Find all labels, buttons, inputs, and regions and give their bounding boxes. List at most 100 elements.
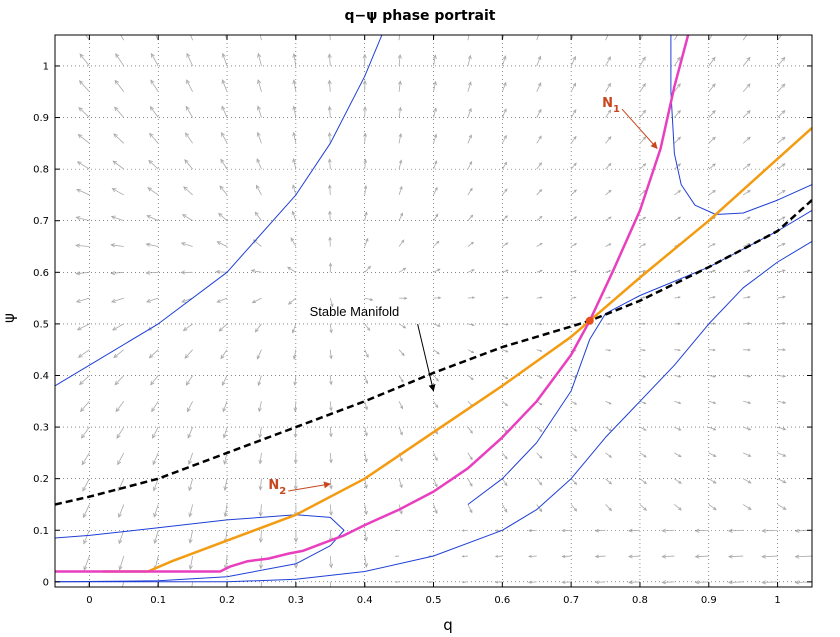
series-trajectory-loop (55, 514, 345, 583)
field-arrow (743, 452, 751, 457)
field-arrow (364, 401, 368, 410)
field-arrow (502, 269, 509, 273)
field-arrow-head (402, 267, 407, 271)
field-arrow-head (817, 322, 820, 324)
field-arrow (216, 271, 228, 273)
field-arrow (329, 297, 334, 307)
field-arrow (708, 163, 716, 170)
field-arrow (639, 216, 646, 222)
field-arrow-head (642, 163, 647, 167)
y-tick-label: 0.2 (33, 474, 49, 485)
equilibrium-point (585, 316, 594, 325)
field-arrow-head (82, 486, 87, 492)
field-arrow (536, 426, 543, 432)
field-arrow-head (468, 134, 472, 139)
field-arrow-head (817, 296, 820, 298)
field-arrow-head (400, 379, 404, 383)
field-arrow-head (781, 83, 786, 88)
field-arrow-head (328, 262, 333, 267)
field-arrow (743, 426, 751, 431)
field-arrow-head (643, 322, 646, 325)
field-arrow (224, 478, 228, 491)
field-arrow (728, 555, 744, 558)
field-arrow (502, 323, 508, 326)
field-arrow-head (678, 375, 682, 378)
field-arrow (708, 57, 716, 67)
field-arrow (149, 133, 159, 144)
field-arrow-head (747, 163, 751, 167)
field-arrow (467, 82, 472, 92)
field-arrow (742, 216, 751, 222)
field-arrow (639, 190, 646, 196)
field-arrow-head (222, 433, 227, 439)
field-arrow (257, 106, 262, 118)
field-arrow (112, 323, 125, 331)
field-arrow-head (185, 381, 191, 386)
field-arrow (708, 136, 716, 144)
field-arrow-head (400, 405, 403, 410)
field-arrow-head (761, 580, 767, 585)
field-arrow-head (594, 528, 600, 533)
field-arrow (562, 555, 572, 557)
field-arrow-head (329, 433, 333, 438)
field-arrow-head (461, 555, 465, 558)
field-arrow (55, 504, 56, 506)
field-arrow (467, 108, 472, 118)
field-arrow (329, 427, 332, 437)
field-arrow (570, 162, 577, 170)
field-arrow (398, 186, 403, 196)
field-arrow-head (539, 455, 543, 459)
field-arrow (777, 35, 783, 41)
field-arrow-head (469, 187, 473, 192)
field-arrow (293, 106, 297, 118)
field-arrow-head (258, 485, 263, 491)
field-arrow (78, 107, 90, 118)
field-arrow (79, 375, 90, 385)
field-arrow-head (116, 27, 119, 31)
field-arrow (222, 79, 228, 92)
field-arrow-head (694, 580, 700, 585)
field-arrow-head (77, 353, 83, 358)
field-arrow (742, 478, 752, 484)
field-arrow-head (608, 322, 611, 325)
field-arrow (536, 375, 542, 379)
field-arrow (467, 323, 475, 326)
field-arrow (364, 426, 368, 436)
field-arrow-head (292, 105, 297, 111)
field-arrow (811, 375, 812, 376)
field-arrow-head (48, 513, 51, 517)
field-arrow (467, 35, 470, 41)
field-arrow-head (328, 28, 331, 32)
field-arrow-head (44, 54, 48, 58)
field-arrow-head (503, 30, 506, 34)
field-arrow-head (397, 53, 402, 59)
field-arrow-head (45, 408, 49, 412)
field-arrow-head (110, 215, 116, 220)
field-arrow (398, 401, 403, 409)
x-tick-label: 0.3 (288, 595, 304, 606)
field-arrow (257, 53, 262, 67)
field-arrow (398, 160, 402, 170)
field-arrow-head (180, 242, 186, 247)
field-arrow-head (328, 563, 334, 569)
field-arrow (260, 530, 262, 543)
field-arrow (259, 452, 262, 464)
field-arrow-head (110, 243, 116, 248)
field-arrow-head (642, 31, 645, 35)
field-arrow (467, 375, 474, 380)
field-arrow (259, 427, 262, 438)
field-arrow-head (256, 105, 261, 111)
field-arrow-head (505, 350, 509, 353)
field-arrow-head (254, 211, 259, 216)
y-tick-label: 0.8 (33, 165, 49, 176)
field-arrow-head (469, 160, 473, 165)
field-arrow (742, 163, 751, 170)
field-arrow-head (327, 132, 332, 137)
field-arrow (743, 400, 751, 404)
field-arrow-head (574, 402, 578, 405)
field-arrow-head (293, 407, 298, 412)
field-arrow (662, 555, 675, 558)
field-arrow (467, 161, 473, 170)
field-arrow (329, 504, 332, 515)
field-arrow-head (573, 507, 578, 512)
